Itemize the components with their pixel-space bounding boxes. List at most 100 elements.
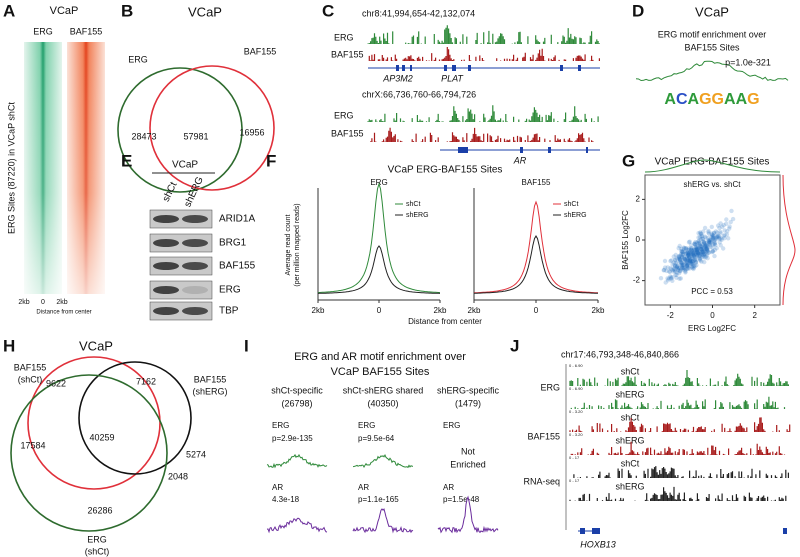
scatter-point [684, 260, 689, 265]
scatter-point [698, 247, 704, 252]
scatter-point [674, 264, 679, 270]
scatter-point [664, 268, 669, 274]
scatter-point [701, 248, 706, 253]
panel-letter: G [622, 151, 635, 170]
scatter-point [677, 256, 683, 262]
label: 17584 [20, 440, 45, 450]
scatter-point [690, 252, 696, 258]
scatter-point [678, 251, 684, 257]
scatter-point [692, 242, 698, 247]
scatter-point [675, 264, 680, 269]
scatter-point [693, 251, 699, 257]
scatter-point [713, 235, 718, 241]
scatter-point [695, 249, 700, 254]
scatter-point [682, 249, 687, 254]
label: 2 [636, 194, 641, 203]
scatter-point [702, 253, 707, 258]
profile-line [473, 200, 599, 294]
scatter-point [702, 234, 708, 239]
scatter-point [682, 257, 688, 262]
scatter-point [700, 250, 705, 255]
exon [592, 528, 600, 534]
scatter-point [710, 245, 715, 250]
label: ERG and AR motif enrichment over [294, 351, 466, 363]
label: VCaP [79, 338, 113, 353]
scatter-point [717, 235, 722, 241]
scatter-point [670, 262, 675, 267]
motif-logo: ACAGGAAG [664, 91, 759, 108]
panel-letter: D [632, 1, 644, 20]
scatter-point [673, 258, 678, 263]
signal-track [569, 486, 787, 501]
enrichment-curve [352, 508, 414, 534]
scatter-point [706, 230, 711, 235]
scatter-point [690, 255, 695, 260]
scatter-point [691, 253, 697, 259]
scatter-point [721, 246, 726, 251]
scatter-point [704, 253, 709, 258]
scatter-point [683, 251, 689, 256]
scatter-point [700, 248, 705, 253]
scatter-point [713, 229, 719, 234]
heatmap-fade [24, 42, 62, 294]
scatter-point [674, 272, 679, 278]
exon [444, 65, 447, 71]
venn-circle [10, 374, 168, 532]
scatter-point [700, 233, 705, 238]
scatter-point [686, 246, 691, 251]
blot [149, 233, 213, 253]
blot [149, 256, 213, 276]
label: VCaP [172, 160, 198, 171]
scatter-point [672, 267, 677, 272]
scatter-point [688, 258, 693, 263]
scatter-point [673, 252, 678, 258]
label: (shERG) [192, 386, 227, 396]
scatter-point [697, 243, 703, 248]
scatter-point [679, 246, 684, 252]
scatter-point [688, 260, 693, 266]
scatter-point [686, 251, 692, 256]
scatter-point [689, 264, 695, 270]
scatter-point [692, 248, 698, 253]
scatter-point [668, 275, 674, 280]
scatter-point [697, 251, 702, 257]
scatter-point [706, 239, 712, 244]
scatter-point [699, 231, 704, 237]
signal-track [570, 441, 786, 455]
scatter-point [708, 240, 713, 245]
scatter-point [704, 243, 709, 248]
scatter-point [703, 243, 708, 249]
scatter-point [682, 262, 687, 267]
scatter-point [730, 216, 736, 222]
scatter-point [728, 219, 733, 225]
label: 40259 [89, 432, 114, 442]
scatter-point [709, 234, 714, 239]
scatter-point [704, 246, 710, 251]
scatter-point [682, 266, 687, 271]
scatter-point [687, 266, 692, 271]
scatter-point [685, 256, 690, 262]
label: ERG motif enrichment over [658, 29, 767, 39]
scatter-point [685, 250, 690, 255]
scatter-point [689, 261, 694, 267]
scatter-point [684, 257, 689, 262]
exon [396, 65, 399, 71]
scatter-point [673, 269, 678, 274]
scatter-point [702, 241, 707, 246]
label: (per million mapped reads) [294, 203, 301, 286]
scatter-point [669, 276, 674, 281]
panel-letter: F [266, 151, 276, 170]
scatter-point [699, 252, 704, 258]
scatter-point [679, 267, 684, 272]
scatter-point [702, 244, 708, 249]
scatter-point [704, 251, 709, 257]
scatter-point [681, 265, 687, 271]
scatter-point [698, 237, 704, 242]
scatter-point [718, 221, 723, 226]
scatter-point [709, 231, 714, 236]
scatter-point [691, 264, 696, 269]
signal-track [367, 105, 599, 122]
scatter-point [700, 236, 706, 242]
exon [548, 147, 551, 153]
label: TBP [219, 306, 239, 317]
